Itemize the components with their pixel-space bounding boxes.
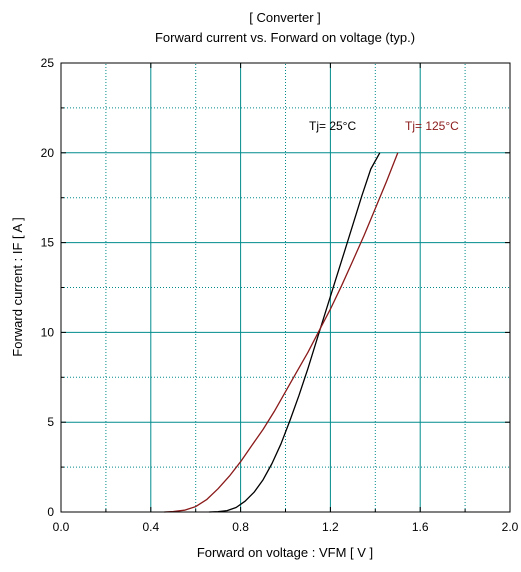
x-tick-label: 1.6 — [412, 520, 429, 534]
x-axis-label: Forward on voltage : VFM [ V ] — [197, 545, 373, 560]
x-tick-label: 2.0 — [502, 520, 519, 534]
chart-subtitle: Forward current vs. Forward on voltage (… — [155, 30, 415, 45]
y-tick-label: 25 — [41, 56, 55, 70]
chart-title: [ Converter ] — [249, 10, 321, 25]
series-group — [164, 152, 399, 513]
y-tick-label: 15 — [41, 236, 55, 250]
x-tick-label: 1.2 — [322, 520, 339, 534]
x-tick-label: 0.8 — [232, 520, 249, 534]
y-tick-label: 0 — [47, 505, 54, 519]
y-tick-label: 5 — [47, 415, 54, 429]
ticks: 0.0 0.4 0.8 1.2 1.6 2.0 0 5 10 15 20 25 — [41, 56, 519, 534]
series-line-tj-25 — [209, 152, 381, 513]
y-tick-label: 10 — [41, 325, 55, 339]
y-tick-label: 20 — [41, 146, 55, 160]
y-axis-label: Forward current : IF [ A ] — [10, 217, 25, 356]
x-tick-label: 0.0 — [53, 520, 70, 534]
annotation-tj-25: Tj= 25°C — [309, 119, 356, 133]
annotation-tj-125: Tj= 125°C — [405, 119, 459, 133]
grid — [61, 63, 510, 512]
x-tick-label: 0.4 — [142, 520, 159, 534]
series-line-tj-125 — [164, 152, 399, 513]
